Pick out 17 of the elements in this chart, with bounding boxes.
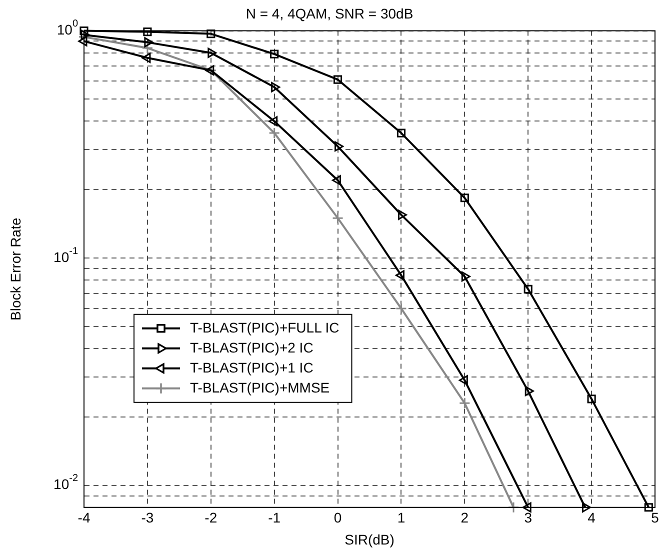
legend-label: T-BLAST(PIC)+FULL IC <box>190 319 340 336</box>
x-tick-label: -2 <box>204 510 218 526</box>
x-tick-label: 1 <box>397 510 406 526</box>
x-tick-label: 0 <box>334 510 342 526</box>
y-axis-title: Block Error Rate <box>7 218 24 320</box>
legend-label: T-BLAST(PIC)+1 IC <box>190 359 314 376</box>
x-tick-label: 4 <box>588 510 596 526</box>
chart-title: N = 4, 4QAM, SNR = 30dB <box>246 5 414 22</box>
x-tick-label: -4 <box>78 510 90 526</box>
legend-label: T-BLAST(PIC)+MMSE <box>190 379 330 396</box>
x-tick-label: -1 <box>268 510 281 526</box>
x-tick-label: 5 <box>651 510 660 526</box>
legend-label: T-BLAST(PIC)+2 IC <box>190 339 314 356</box>
x-tick-label: -3 <box>141 510 154 526</box>
x-tick-label: 3 <box>524 510 532 526</box>
x-tick-label: 2 <box>460 510 469 526</box>
x-axis-title: SIR(dB) <box>344 531 394 548</box>
